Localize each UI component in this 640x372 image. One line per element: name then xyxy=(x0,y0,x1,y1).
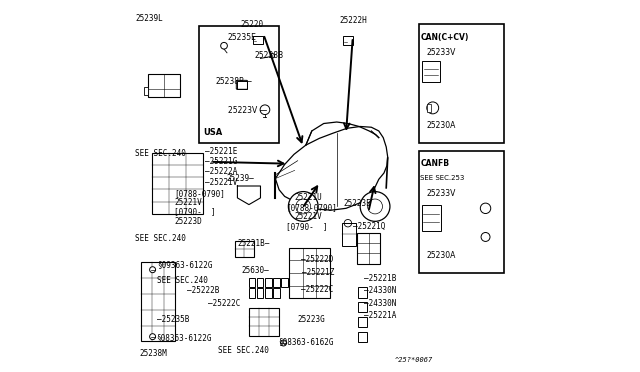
Bar xyxy=(422,205,441,231)
Bar xyxy=(357,232,380,264)
Text: —25222A: —25222A xyxy=(205,167,238,176)
Text: —24330N: —24330N xyxy=(364,299,396,308)
Bar xyxy=(237,81,246,89)
Text: 25239L: 25239L xyxy=(136,14,164,23)
Bar xyxy=(289,248,330,298)
Text: 25238M: 25238M xyxy=(140,349,167,358)
Text: 25221V: 25221V xyxy=(294,212,322,221)
Text: 25235E: 25235E xyxy=(228,33,257,42)
Text: [0790-  ]: [0790- ] xyxy=(286,222,328,231)
Text: —25221Q: —25221Q xyxy=(353,222,386,231)
Text: [0790-  ]: [0790- ] xyxy=(174,208,216,217)
Text: 25221V: 25221V xyxy=(174,198,202,207)
Bar xyxy=(265,278,271,287)
Text: SEE SEC.240: SEE SEC.240 xyxy=(135,234,186,243)
Text: —25221E: —25221E xyxy=(205,147,238,156)
Bar xyxy=(148,74,180,97)
Text: 25220: 25220 xyxy=(240,20,263,29)
Text: 25223D: 25223D xyxy=(174,217,202,226)
Text: 25233V: 25233V xyxy=(427,48,456,57)
Bar xyxy=(273,278,280,287)
Text: §08363-6162G: §08363-6162G xyxy=(278,337,334,346)
Text: SEE SEC.240: SEE SEC.240 xyxy=(218,346,269,355)
Bar xyxy=(253,36,262,44)
Bar xyxy=(282,278,288,287)
Text: 25230A: 25230A xyxy=(427,121,456,129)
Text: —25222C: —25222C xyxy=(301,285,333,294)
Text: —25221Z: —25221Z xyxy=(302,268,335,277)
Bar xyxy=(199,26,279,143)
Text: ^25?*0067: ^25?*0067 xyxy=(394,357,433,363)
Bar xyxy=(427,104,431,112)
Text: 25223G: 25223G xyxy=(298,315,325,324)
Text: 25239—: 25239— xyxy=(227,174,254,183)
Text: §09363-6122G: §09363-6122G xyxy=(157,260,212,269)
Bar xyxy=(248,308,279,336)
Bar xyxy=(145,87,148,95)
Bar xyxy=(422,61,440,82)
Text: 25223V —: 25223V — xyxy=(228,106,267,115)
Circle shape xyxy=(150,267,156,273)
Bar xyxy=(358,302,367,312)
Bar xyxy=(152,153,203,214)
Text: [0788-0790]: [0788-0790] xyxy=(174,189,225,198)
Bar xyxy=(248,288,255,298)
Text: [0788-0790]: [0788-0790] xyxy=(286,203,337,212)
Circle shape xyxy=(289,192,318,221)
Text: —25221B: —25221B xyxy=(364,274,396,283)
Text: §08363-6122G: §08363-6122G xyxy=(156,333,212,342)
Text: CANFB: CANFB xyxy=(420,159,449,168)
Text: 25230A: 25230A xyxy=(427,251,456,260)
Text: 25233V: 25233V xyxy=(427,189,456,198)
Text: 25221B—: 25221B— xyxy=(237,239,270,248)
Text: 25238R—: 25238R— xyxy=(216,77,253,86)
Text: SEE SEC.240: SEE SEC.240 xyxy=(157,276,208,285)
Bar xyxy=(419,151,504,273)
Bar xyxy=(343,36,353,45)
Bar xyxy=(358,287,367,298)
Text: —25221G: —25221G xyxy=(205,157,238,166)
Text: —25235B: —25235B xyxy=(157,315,189,324)
Text: 25223E: 25223E xyxy=(343,199,371,208)
Text: —25221A: —25221A xyxy=(364,311,396,320)
Bar xyxy=(235,241,254,257)
Text: —25222C: —25222C xyxy=(207,299,240,308)
Text: 25221U: 25221U xyxy=(294,193,322,202)
Text: —25222D: —25222D xyxy=(301,255,333,264)
Polygon shape xyxy=(237,186,260,205)
Text: 25222H: 25222H xyxy=(339,16,367,25)
Bar xyxy=(248,278,255,287)
Bar xyxy=(257,288,264,298)
Bar xyxy=(141,262,175,341)
Bar xyxy=(265,288,271,298)
Text: —25222B: —25222B xyxy=(187,286,219,295)
Text: —25221V: —25221V xyxy=(205,178,238,187)
Bar xyxy=(358,317,367,327)
Bar xyxy=(257,278,264,287)
Text: USA: USA xyxy=(203,128,222,137)
Text: SEE SEC.253: SEE SEC.253 xyxy=(420,176,465,182)
Text: —24330N: —24330N xyxy=(364,286,396,295)
Bar xyxy=(419,24,504,143)
Circle shape xyxy=(360,192,390,221)
Text: SEE SEC.240: SEE SEC.240 xyxy=(135,149,186,158)
Text: CAN(C+CV): CAN(C+CV) xyxy=(420,33,469,42)
Circle shape xyxy=(280,340,287,346)
Text: 25238B: 25238B xyxy=(255,51,284,60)
Circle shape xyxy=(150,334,156,340)
Bar xyxy=(358,332,367,342)
Bar xyxy=(273,288,280,298)
Bar xyxy=(342,223,356,246)
Text: 25630—: 25630— xyxy=(242,266,269,275)
